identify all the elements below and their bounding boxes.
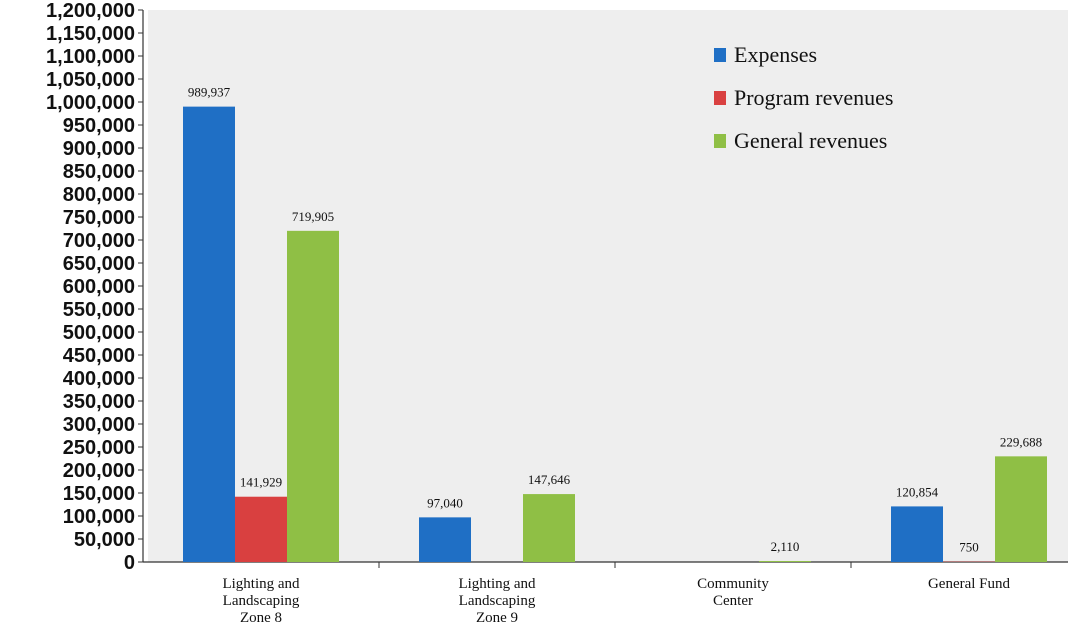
y-tick-label: 850,000 (63, 161, 135, 183)
y-tick-label: 1,000,000 (46, 92, 135, 114)
y-tick-label: 1,050,000 (46, 69, 135, 91)
x-tick-label: Zone 9 (476, 610, 518, 626)
y-tick-label: 350,000 (63, 391, 135, 413)
x-tick-label: Community (697, 576, 769, 592)
y-tick-label: 100,000 (63, 506, 135, 528)
bar-program-revenues (235, 497, 287, 562)
y-tick-label: 250,000 (63, 437, 135, 459)
y-tick-label: 450,000 (63, 345, 135, 367)
bar-expenses (891, 506, 943, 562)
data-label: 97,040 (427, 495, 463, 510)
x-tick-label: Lighting and (222, 576, 300, 592)
bar-general-revenues (523, 494, 575, 562)
y-tick-label: 200,000 (63, 460, 135, 482)
plot-background (148, 10, 1068, 562)
legend-label: Program revenues (734, 85, 893, 110)
data-label: 141,929 (240, 475, 282, 490)
x-tick-label: Center (713, 593, 753, 609)
bar-general-revenues (995, 456, 1047, 562)
y-tick-label: 600,000 (63, 276, 135, 298)
data-label: 719,905 (292, 209, 334, 224)
bar-general-revenues (287, 231, 339, 562)
data-label: 120,854 (896, 484, 939, 499)
data-label: 750 (959, 540, 979, 555)
data-label: 989,937 (188, 85, 231, 100)
bar-expenses (419, 517, 471, 562)
legend-label: Expenses (734, 42, 817, 67)
y-tick-label: 1,200,000 (46, 0, 135, 22)
y-axis: 050,000100,000150,000200,000250,000300,0… (46, 0, 143, 574)
y-tick-label: 1,150,000 (46, 23, 135, 45)
data-label: 2,110 (771, 539, 800, 554)
data-label: 147,646 (528, 472, 571, 487)
legend-swatch (714, 91, 726, 105)
x-tick-label: General Fund (928, 576, 1011, 592)
x-tick-label: Lighting and (458, 576, 536, 592)
y-tick-label: 550,000 (63, 299, 135, 321)
y-tick-label: 700,000 (63, 230, 135, 252)
x-tick-label: Zone 8 (240, 610, 282, 626)
bar-expenses (183, 107, 235, 562)
y-tick-label: 0 (124, 552, 135, 574)
y-tick-label: 800,000 (63, 184, 135, 206)
y-tick-label: 50,000 (74, 529, 135, 551)
y-tick-label: 650,000 (63, 253, 135, 275)
y-tick-label: 900,000 (63, 138, 135, 160)
legend-swatch (714, 48, 726, 62)
legend-swatch (714, 134, 726, 148)
y-tick-label: 750,000 (63, 207, 135, 229)
data-label: 229,688 (1000, 434, 1042, 449)
y-tick-label: 150,000 (63, 483, 135, 505)
y-tick-label: 300,000 (63, 414, 135, 436)
legend-label: General revenues (734, 128, 887, 153)
y-tick-label: 500,000 (63, 322, 135, 344)
x-tick-label: Landscaping (223, 593, 300, 609)
y-tick-label: 400,000 (63, 368, 135, 390)
bar-general-revenues (759, 561, 811, 562)
y-tick-label: 1,100,000 (46, 46, 135, 68)
x-tick-label: Landscaping (459, 593, 536, 609)
y-tick-label: 950,000 (63, 115, 135, 137)
